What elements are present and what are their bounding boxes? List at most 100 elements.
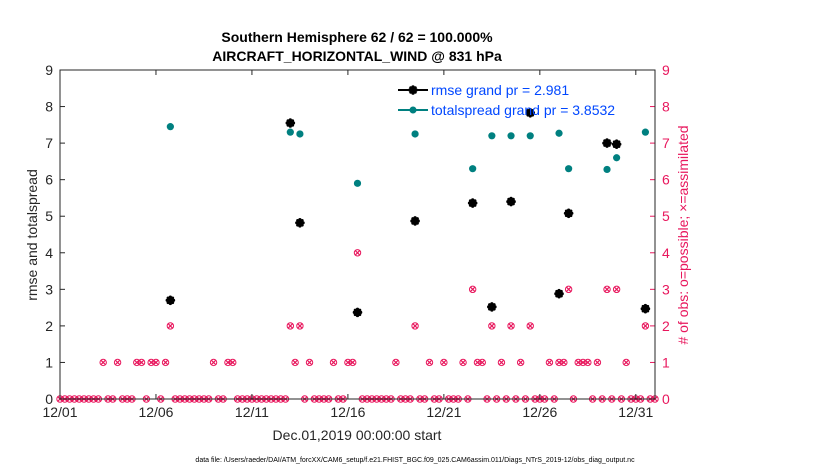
obs-point — [612, 285, 621, 294]
obs-point — [564, 285, 573, 294]
plot-frame — [59, 69, 656, 400]
obs-point — [478, 358, 486, 367]
spread-point — [469, 165, 477, 173]
ticks-layer: 12/01 12/06 12/11 12/16 12/21 12/26 12/31 0 0 1 1 2… — [42, 62, 670, 420]
y-tick-label-right: 4 — [662, 245, 670, 261]
obs-point — [286, 322, 295, 330]
y-tick-label-left: 3 — [45, 281, 53, 297]
y-tick-label-left: 4 — [45, 245, 53, 261]
spread-point — [353, 179, 362, 187]
rmse-point — [506, 196, 516, 207]
obs-point — [161, 358, 170, 367]
spread-point — [613, 154, 621, 162]
x-tick-label: 12/16 — [330, 404, 365, 420]
x-tick-label: 12/26 — [522, 404, 557, 420]
obs-point — [516, 358, 525, 367]
obs-point — [584, 358, 592, 367]
y-tick-label-right: 0 — [662, 391, 670, 407]
obs-point — [497, 358, 506, 367]
y-axis-label-left: rmse and totalspread — [24, 169, 40, 301]
obs-point — [545, 358, 554, 367]
rmse-point — [352, 307, 363, 318]
y-tick-label-left: 2 — [45, 318, 53, 334]
rmse-point — [467, 198, 478, 208]
y-tick-label-right: 2 — [662, 318, 670, 334]
rmse-point — [487, 302, 497, 312]
obs-point — [507, 322, 515, 330]
spread-point — [526, 132, 534, 140]
obs-point — [440, 358, 448, 367]
rmse-point — [295, 218, 305, 228]
footer-data-file: data file: /Users/raeder/DAI/ATM_forcXX/… — [195, 457, 635, 464]
x-tick-label: 12/11 — [235, 404, 269, 420]
spread-point — [296, 130, 304, 138]
x-tick-label: 12/21 — [426, 404, 461, 420]
y-tick-label-right: 5 — [662, 208, 670, 224]
x-tick-label: 12/01 — [42, 404, 77, 420]
obs-point — [166, 322, 175, 330]
obs-point — [603, 285, 611, 294]
obs-point — [137, 358, 146, 367]
rmse-point — [165, 295, 176, 306]
rmse-point — [640, 303, 651, 314]
obs-point — [296, 322, 304, 330]
obs-point — [526, 322, 534, 330]
spread-point — [555, 129, 563, 137]
obs-point — [99, 358, 107, 367]
y-tick-label-right: 1 — [662, 354, 670, 370]
obs-point — [425, 358, 434, 367]
x-axis-label: Dec.01,2019 00:00:00 start — [273, 427, 442, 443]
rmse-point — [563, 208, 574, 219]
obs-point — [641, 322, 650, 330]
y-axis-label-right: # of obs: o=possible; ×=assimilated — [675, 125, 691, 344]
rmse-point — [602, 138, 612, 148]
obs-point — [488, 322, 496, 330]
legend-spread-marker — [409, 106, 417, 114]
rmse-point — [285, 118, 296, 128]
spread-point — [286, 128, 294, 136]
obs-point — [392, 358, 400, 367]
rmse-point — [611, 139, 622, 150]
spread-point — [641, 128, 650, 136]
legend-label-rmse: rmse grand pr = 2.981 — [431, 82, 569, 98]
obs-point — [291, 358, 299, 367]
rmse-point — [554, 288, 564, 299]
y-tick-label-right: 3 — [662, 281, 670, 297]
obs-point — [209, 358, 218, 367]
obs-point — [349, 358, 357, 367]
spread-point — [411, 130, 419, 138]
legend-label-spread: totalspread grand pr = 3.8532 — [431, 102, 615, 118]
x-tick-label: 12/31 — [618, 404, 653, 420]
plot-area — [60, 70, 655, 399]
y-tick-label-right: 6 — [662, 172, 670, 188]
obs-point — [560, 358, 568, 367]
spread-point — [603, 165, 611, 174]
y-tick-label-left: 8 — [45, 99, 53, 115]
spread-point — [507, 132, 515, 140]
chart-title-line1: Southern Hemisphere 62 / 62 = 100.000% — [221, 29, 493, 45]
x-tick-label: 12/06 — [138, 404, 173, 420]
y-tick-label-left: 7 — [45, 135, 53, 151]
chart-title-line2: AIRCRAFT_HORIZONTAL_WIND @ 831 hPa — [212, 48, 502, 64]
obs-point — [329, 358, 338, 367]
obs-point — [113, 358, 122, 367]
spread-point — [565, 165, 573, 173]
obs-point — [622, 358, 630, 367]
y-tick-label-left: 1 — [45, 354, 53, 370]
obs-point — [468, 285, 477, 294]
y-tick-label-left: 0 — [45, 391, 53, 407]
obs-point — [152, 358, 160, 367]
obs-point — [593, 358, 602, 367]
y-tick-label-left: 9 — [45, 62, 53, 78]
y-tick-label-right: 9 — [662, 62, 670, 78]
spread-point — [166, 123, 174, 131]
y-tick-label-right: 8 — [662, 99, 670, 115]
legend: rmse grand pr = 2.981 totalspread grand … — [398, 82, 615, 118]
legend-rmse-marker — [408, 85, 418, 95]
obs-point — [229, 358, 237, 367]
spread-point — [488, 132, 496, 140]
rmse-point — [410, 216, 420, 226]
y-tick-label-left: 5 — [45, 208, 53, 224]
obs-point — [305, 358, 314, 367]
